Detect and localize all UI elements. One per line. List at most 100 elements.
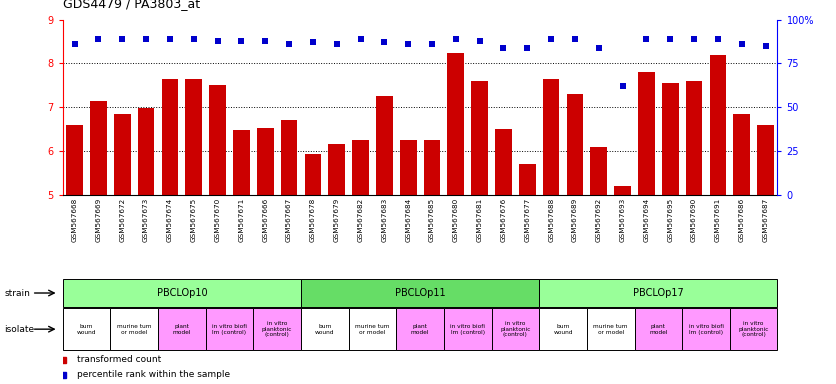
Bar [233,131,250,195]
Point [544,36,558,42]
Bar [396,308,444,350]
Text: plant
model: plant model [410,324,430,334]
Bar [710,55,726,195]
Bar [444,308,492,350]
Text: in vitro biofi
lm (control): in vitro biofi lm (control) [451,324,485,334]
Point [378,40,391,46]
Bar [253,308,301,350]
Bar [492,308,539,350]
Bar [400,140,416,195]
Text: GSM567666: GSM567666 [263,197,268,242]
Text: murine tum
or model: murine tum or model [355,324,390,334]
Bar [447,53,464,195]
Text: GSM567680: GSM567680 [453,197,459,242]
Point [640,36,653,42]
Text: GSM567670: GSM567670 [215,197,221,242]
Text: GSM567679: GSM567679 [334,197,339,242]
Bar [539,308,587,350]
Bar [352,140,369,195]
Point [497,45,510,51]
Point [235,38,248,44]
Point [115,36,129,42]
Text: PBCLOp11: PBCLOp11 [395,288,446,298]
Text: GSM567694: GSM567694 [644,197,650,242]
Text: GSM567675: GSM567675 [191,197,196,242]
Text: plant
model: plant model [649,324,668,334]
Text: transformed count: transformed count [77,355,161,364]
Text: GSM567673: GSM567673 [143,197,149,242]
Text: GSM567691: GSM567691 [715,197,721,242]
Text: GSM567685: GSM567685 [429,197,435,242]
Point [163,36,176,42]
Text: GSM567672: GSM567672 [120,197,125,242]
Bar [686,81,702,195]
Text: in vitro
planktonic
(control): in vitro planktonic (control) [500,321,531,338]
Bar [66,125,83,195]
Bar [349,308,396,350]
Text: GSM567687: GSM567687 [762,197,768,242]
Point [140,36,153,42]
Text: GSM567695: GSM567695 [667,197,673,242]
Bar [209,85,226,195]
Bar [206,308,253,350]
Bar [543,79,559,195]
Bar [662,83,679,195]
Text: GSM567686: GSM567686 [739,197,745,242]
Bar [635,308,682,350]
Text: PBCLOp17: PBCLOp17 [633,288,684,298]
Bar [519,164,536,195]
Bar [114,114,130,195]
Bar [138,108,155,195]
Point [759,43,772,49]
Point [401,41,415,47]
Bar [638,72,655,195]
Point [664,36,677,42]
Point [687,36,701,42]
Text: GSM567683: GSM567683 [381,197,387,242]
Bar [757,125,774,195]
Bar [614,186,631,195]
Bar [587,308,635,350]
Text: plant
model: plant model [172,324,191,334]
Text: GSM567689: GSM567689 [572,197,578,242]
Point [68,41,81,47]
Bar [424,140,441,195]
Point [616,83,630,89]
Text: GSM567682: GSM567682 [358,197,364,242]
Text: GSM567669: GSM567669 [95,197,101,242]
Text: isolate: isolate [4,324,34,334]
Text: burn
wound: burn wound [553,324,573,334]
Text: GSM567688: GSM567688 [548,197,554,242]
Bar [301,279,539,307]
Text: GSM567674: GSM567674 [167,197,173,242]
Point [92,36,105,42]
Bar [257,128,273,195]
Text: GSM567692: GSM567692 [596,197,602,242]
Point [283,41,296,47]
Text: GSM567681: GSM567681 [477,197,482,242]
Bar [733,114,750,195]
Point [592,45,605,51]
Text: GDS4479 / PA3803_at: GDS4479 / PA3803_at [63,0,200,10]
Bar [376,96,393,195]
Point [449,36,462,42]
Bar [90,101,107,195]
Bar [472,81,488,195]
Text: GSM567668: GSM567668 [72,197,78,242]
Point [711,36,725,42]
Text: in vitro biofi
lm (control): in vitro biofi lm (control) [689,324,723,334]
Point [354,36,367,42]
Text: GSM567676: GSM567676 [501,197,507,242]
Point [211,38,224,44]
Text: in vitro
planktonic
(control): in vitro planktonic (control) [738,321,769,338]
Text: burn
wound: burn wound [315,324,334,334]
Bar [161,79,178,195]
Bar [590,147,607,195]
Bar [495,129,512,195]
Text: GSM567690: GSM567690 [691,197,697,242]
Point [426,41,439,47]
Bar [63,308,110,350]
Bar [158,308,206,350]
Point [187,36,201,42]
Text: murine tum
or model: murine tum or model [594,324,628,334]
